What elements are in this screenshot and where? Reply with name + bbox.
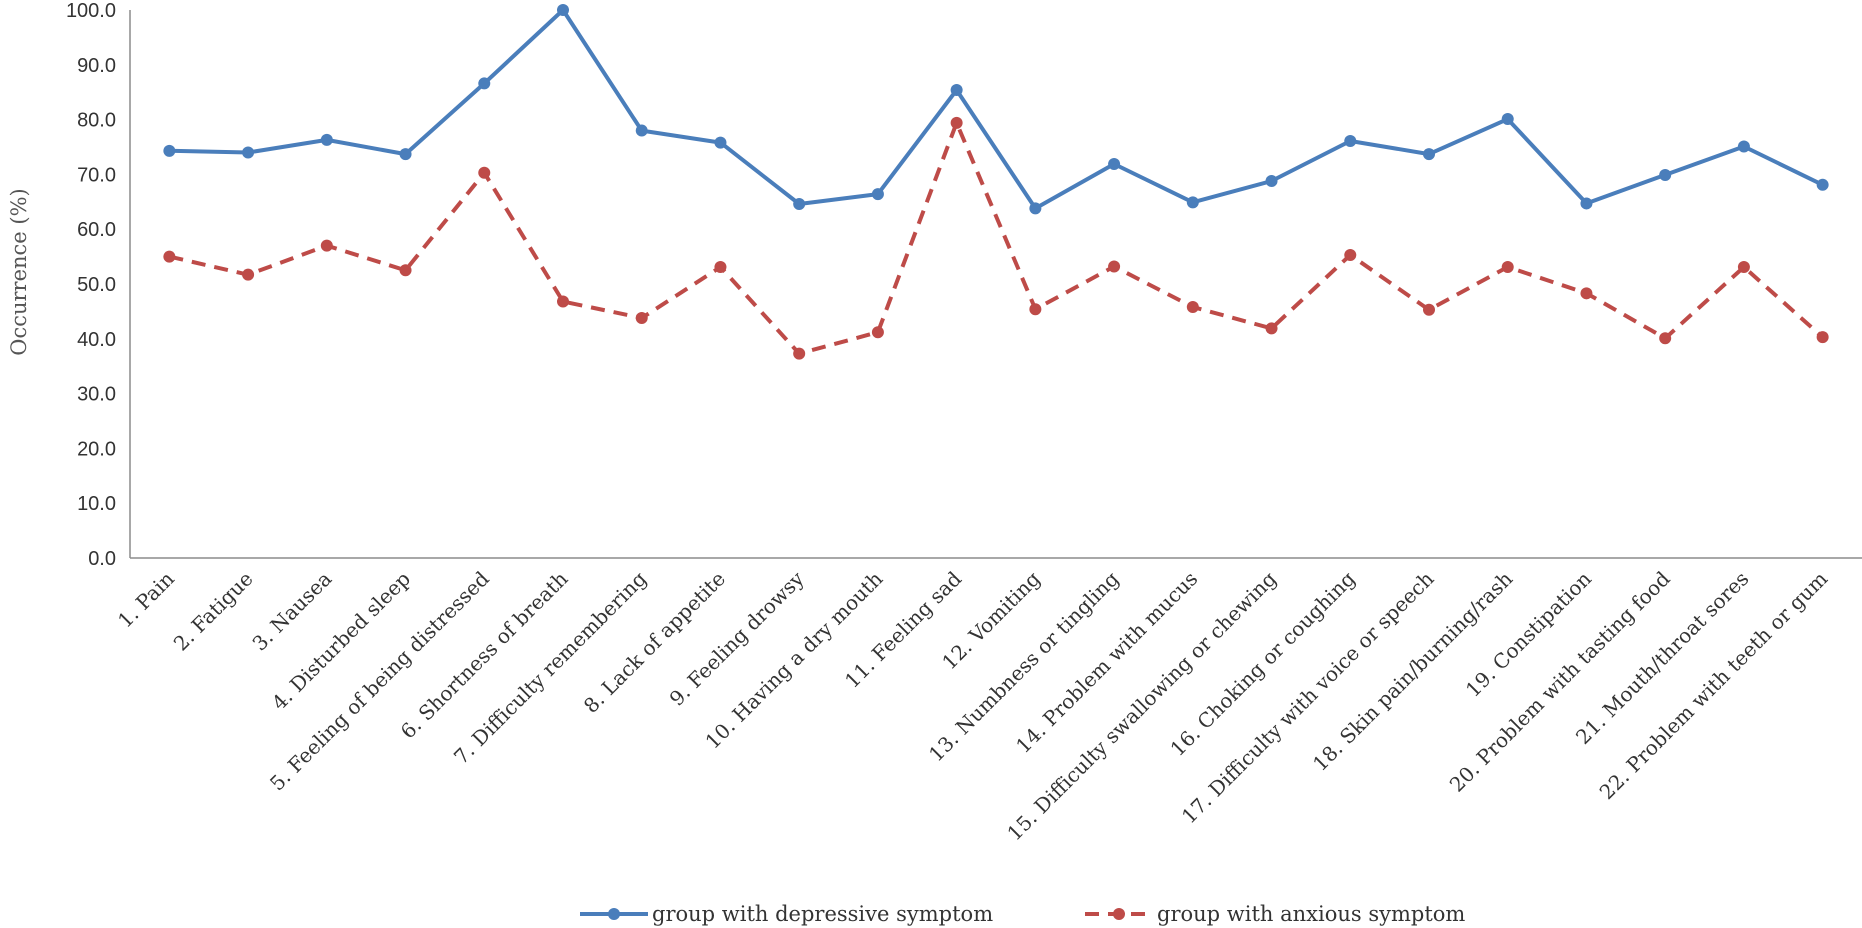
data-point-anxious [1737,261,1750,274]
x-category-label: 15. Difficulty swallowing or chewing [1002,566,1281,845]
y-tick-label: 90.0 [77,55,116,77]
legend-label-depressive: group with depressive symptom [652,902,993,926]
x-category-label: 2. Fatigue [169,567,258,656]
data-point-anxious [1108,260,1121,273]
data-point-anxious [1344,248,1357,261]
data-point-depressive [793,197,806,210]
data-point-anxious [1659,332,1672,345]
legend-label-anxious: group with anxious symptom [1157,902,1465,926]
data-point-depressive [1659,168,1672,181]
y-tick-label: 40.0 [77,329,116,351]
data-point-anxious [871,326,884,339]
data-point-anxious [478,166,491,179]
data-point-depressive [1029,202,1042,215]
data-point-depressive [1501,113,1514,126]
data-point-anxious [1186,301,1199,314]
data-point-depressive [635,124,648,137]
y-tick-label: 100.0 [66,0,116,22]
data-point-depressive [1186,196,1199,209]
data-point-depressive [1737,140,1750,153]
legend-item-anxious: group with anxious symptom [1085,902,1465,926]
data-point-depressive [557,4,569,16]
x-category-label: 1. Pain [113,566,179,632]
data-point-anxious [950,116,963,129]
data-point-anxious [242,268,255,281]
data-point-depressive [714,136,727,149]
data-point-anxious [714,261,727,274]
data-point-anxious [1501,261,1514,274]
legend-marker-anxious [1113,908,1125,920]
data-point-depressive [1344,134,1357,147]
data-point-depressive [399,148,412,161]
data-point-anxious [1265,322,1278,335]
legend-item-depressive: group with depressive symptom [580,902,993,926]
y-tick-label: 30.0 [77,384,116,406]
y-tick-label: 60.0 [77,219,116,241]
series-line-depressive [169,8,1824,211]
y-tick-label: 10.0 [77,493,116,515]
series-layer [163,4,1829,360]
data-point-depressive [950,84,963,97]
data-point-anxious [1580,287,1593,300]
legend-marker-depressive [608,908,620,920]
data-point-anxious [163,250,176,263]
data-point-depressive [1265,174,1278,187]
data-point-depressive [1108,157,1121,170]
x-category-label: 8. Lack of appetite [579,567,730,718]
data-point-anxious [1423,303,1435,316]
series-line-anxious [168,120,1824,356]
data-point-depressive [478,77,491,90]
y-axis-title: Occurrence (%) [7,188,31,356]
data-point-anxious [399,264,412,277]
y-tick-label: 20.0 [77,438,116,460]
y-tick-label: 50.0 [77,274,116,296]
data-point-anxious [1816,331,1829,344]
data-point-depressive [871,188,884,201]
data-point-anxious [557,295,569,308]
y-tick-label: 80.0 [77,110,116,132]
data-point-depressive [1816,178,1829,191]
data-point-depressive [1580,197,1593,210]
data-point-depressive [242,146,255,159]
data-point-anxious [1029,303,1042,316]
data-point-depressive [320,133,333,146]
legend: group with depressive symptom group with… [580,902,1465,926]
data-point-anxious [320,239,333,252]
x-category-label: 9. Feeling drowsy [665,566,810,711]
y-tick-label: 70.0 [77,164,116,186]
data-point-depressive [163,144,176,157]
data-point-anxious [793,347,806,360]
y-axis-ticks: 0.0 10.0 20.0 30.0 40.0 50.0 60.0 70.0 80.0 90.0 1… [66,0,116,570]
y-tick-label: 0.0 [88,548,116,570]
data-point-anxious [635,311,648,324]
data-point-depressive [1423,148,1435,161]
x-category-label: 4. Disturbed sleep [267,567,415,715]
